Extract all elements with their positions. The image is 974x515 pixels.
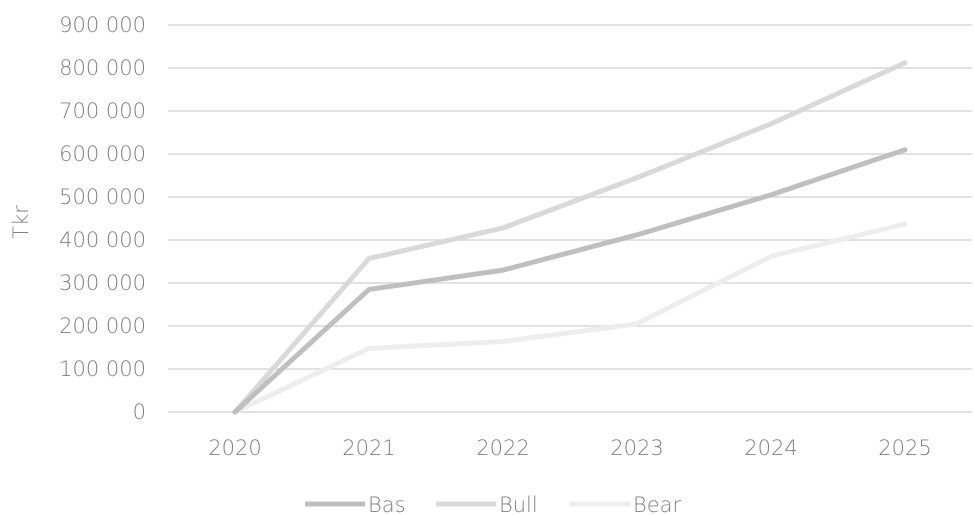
legend-label-bull: Bull [499, 493, 538, 515]
gridlines [168, 24, 972, 413]
x-tick-label: 2023 [610, 436, 663, 460]
x-tick-label: 2020 [208, 436, 261, 460]
y-axis-label: Tkr [9, 205, 33, 239]
legend-label-bas: Bas [368, 493, 406, 515]
x-tick-labels: 2020 2021 2022 2023 2024 2025 [208, 436, 931, 460]
series-line-bull [232, 60, 908, 415]
y-tick-label: 500 000 [59, 185, 146, 209]
x-tick-label: 2022 [476, 436, 529, 460]
y-tick-label: 100 000 [59, 357, 146, 381]
y-tick-labels: 0 100 000 200 000 300 000 400 000 500 000 600 … [59, 13, 146, 424]
series-lines [232, 60, 908, 415]
y-tick-label: 900 000 [59, 13, 146, 37]
y-tick-label: 0 [133, 400, 146, 424]
legend-label-bear: Bear [633, 493, 682, 515]
x-tick-label: 2025 [878, 436, 931, 460]
y-tick-label: 200 000 [59, 314, 146, 338]
y-tick-label: 300 000 [59, 271, 146, 295]
y-tick-label: 700 000 [59, 99, 146, 123]
legend: Bas Bull Bear [305, 493, 682, 515]
y-tick-label: 800 000 [59, 56, 146, 80]
y-tick-label: 600 000 [59, 142, 146, 166]
y-tick-label: 400 000 [59, 228, 146, 252]
series-line-bas [232, 147, 908, 415]
x-tick-label: 2021 [342, 436, 395, 460]
series-line-bear [232, 221, 908, 415]
x-tick-label: 2024 [744, 436, 797, 460]
